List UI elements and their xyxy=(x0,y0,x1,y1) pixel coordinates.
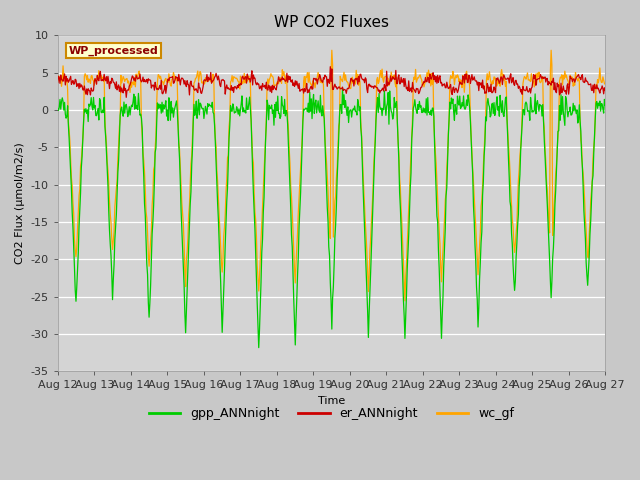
Legend: gpp_ANNnight, er_ANNnight, wc_gf: gpp_ANNnight, er_ANNnight, wc_gf xyxy=(144,402,519,425)
Title: WP CO2 Fluxes: WP CO2 Fluxes xyxy=(274,15,389,30)
Text: WP_processed: WP_processed xyxy=(68,46,159,56)
Y-axis label: CO2 Flux (μmol/m2/s): CO2 Flux (μmol/m2/s) xyxy=(15,143,25,264)
X-axis label: Time: Time xyxy=(318,396,345,406)
